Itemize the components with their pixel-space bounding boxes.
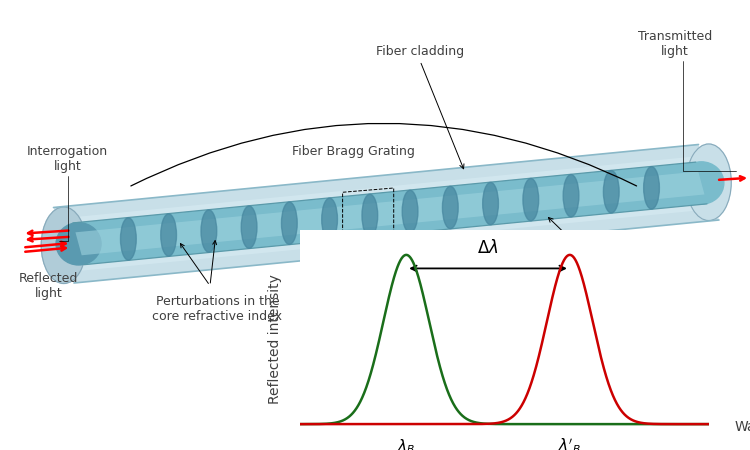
Ellipse shape: [604, 171, 619, 213]
Ellipse shape: [644, 166, 659, 209]
Text: Reflected
light: Reflected light: [19, 272, 79, 300]
Ellipse shape: [523, 179, 538, 221]
Text: Wavelength: Wavelength: [735, 420, 750, 435]
Text: Reflected intensity: Reflected intensity: [268, 274, 283, 405]
Text: $\lambda'_B$: $\lambda'_B$: [558, 437, 581, 450]
Ellipse shape: [201, 210, 217, 252]
Ellipse shape: [322, 198, 338, 240]
Ellipse shape: [242, 206, 257, 248]
Ellipse shape: [56, 223, 101, 265]
Text: Fiber core: Fiber core: [592, 255, 654, 267]
Polygon shape: [56, 156, 716, 272]
Text: Fiber Bragg Grating: Fiber Bragg Grating: [292, 145, 416, 158]
Ellipse shape: [563, 175, 579, 217]
Text: Transmitted
light: Transmitted light: [638, 31, 712, 58]
Ellipse shape: [483, 182, 499, 225]
Polygon shape: [76, 171, 704, 255]
Ellipse shape: [442, 186, 458, 229]
Polygon shape: [59, 165, 713, 262]
Ellipse shape: [160, 214, 176, 256]
Text: $\lambda_B$: $\lambda_B$: [397, 437, 416, 450]
Polygon shape: [53, 144, 719, 283]
Ellipse shape: [402, 190, 418, 233]
Polygon shape: [73, 162, 707, 265]
Ellipse shape: [41, 207, 86, 284]
Ellipse shape: [362, 194, 378, 237]
Text: $\Delta\lambda$: $\Delta\lambda$: [477, 238, 499, 256]
Text: Perturbations in the
core refractive index: Perturbations in the core refractive ind…: [152, 295, 283, 323]
Text: Interrogation
light: Interrogation light: [27, 145, 108, 173]
Text: $\Lambda$: $\Lambda$: [364, 260, 373, 272]
Ellipse shape: [679, 162, 724, 204]
Ellipse shape: [686, 144, 731, 220]
Ellipse shape: [281, 202, 297, 244]
Text: Fiber cladding: Fiber cladding: [376, 45, 464, 58]
Ellipse shape: [121, 218, 136, 260]
